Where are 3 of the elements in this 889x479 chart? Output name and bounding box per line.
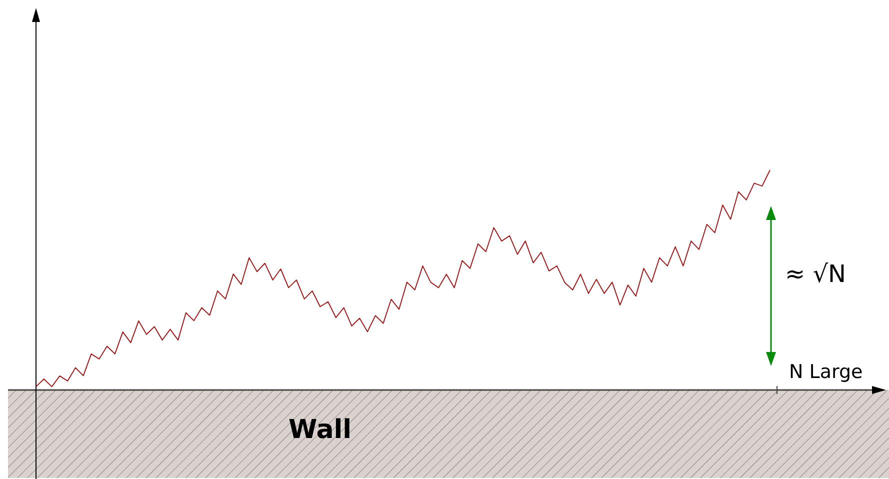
- text: ≈ √N: [785, 260, 846, 288]
- text: N Large: [789, 361, 863, 383]
- band-label: Wall: [288, 415, 352, 446]
